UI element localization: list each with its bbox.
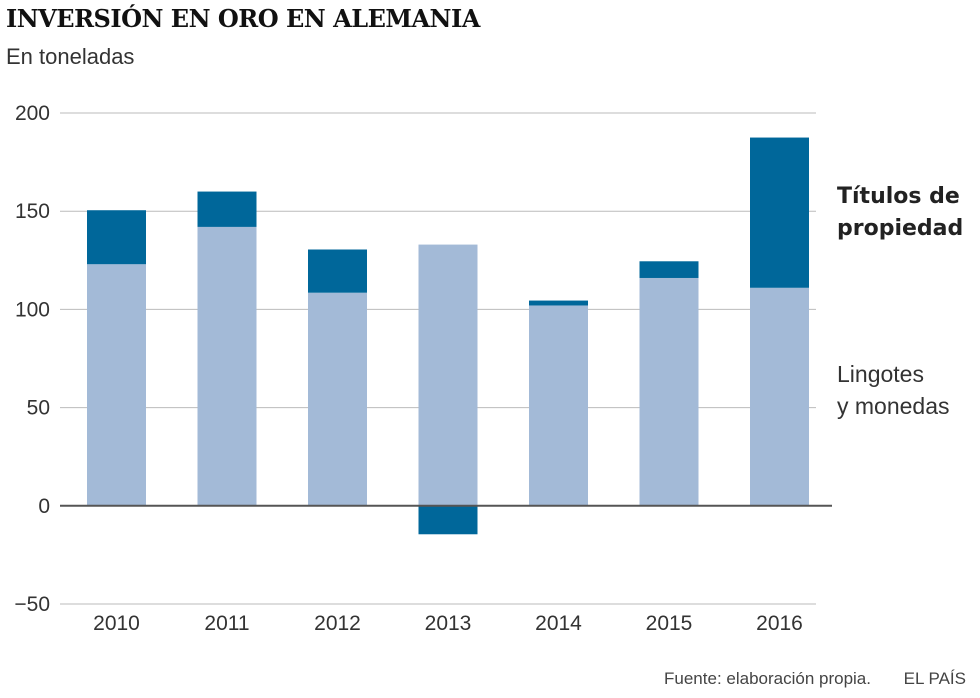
legend-lingotes-line2: y monedas bbox=[837, 393, 950, 419]
bar-lingotes-2014 bbox=[529, 305, 588, 506]
chart-title: INVERSIÓN EN ORO EN ALEMANIA bbox=[6, 4, 480, 33]
x-tick-label: 2015 bbox=[646, 612, 693, 635]
bar-titulos-2015 bbox=[639, 261, 699, 278]
legend-titulos-line1: Títulos de bbox=[837, 184, 960, 209]
y-tick-label: 150 bbox=[15, 200, 50, 223]
x-tick-label: 2014 bbox=[535, 612, 582, 635]
x-tick-label: 2011 bbox=[204, 612, 249, 635]
bar-lingotes-2013 bbox=[418, 244, 478, 506]
y-tick-labels: 200 150 100 50 0 −50 bbox=[14, 102, 50, 616]
bar-titulos-2014 bbox=[529, 300, 588, 306]
x-tick-label: 2010 bbox=[93, 612, 140, 635]
x-tick-label: 2013 bbox=[425, 612, 472, 635]
bar-lingotes-2012 bbox=[308, 292, 367, 506]
x-tick-label: 2016 bbox=[756, 612, 803, 635]
legend-titulos-line2: propiedad bbox=[837, 216, 963, 241]
bar-lingotes-2015 bbox=[639, 277, 699, 506]
y-tick-label: 100 bbox=[15, 298, 50, 321]
y-tick-label: 50 bbox=[27, 397, 50, 420]
bar-lingotes-2010 bbox=[87, 264, 146, 506]
x-tick-labels: 2010 2011 2012 2013 2014 2015 2016 bbox=[93, 612, 803, 635]
bar-titulos-2013 bbox=[418, 505, 478, 535]
bar-titulos-2016 bbox=[750, 137, 809, 288]
chart-subtitle: En toneladas bbox=[6, 44, 135, 69]
brand-label: EL PAÍS bbox=[904, 669, 966, 688]
bars bbox=[87, 137, 809, 535]
bar-titulos-2012 bbox=[308, 249, 367, 293]
y-tick-label: 200 bbox=[15, 102, 50, 125]
x-tick-label: 2012 bbox=[314, 612, 361, 635]
y-tick-label: −50 bbox=[14, 593, 50, 616]
legend-lingotes-line1: Lingotes bbox=[837, 361, 924, 387]
bar-lingotes-2016 bbox=[750, 287, 809, 506]
bar-lingotes-2011 bbox=[197, 226, 257, 506]
bar-titulos-2011 bbox=[197, 191, 257, 227]
source-note: Fuente: elaboración propia. bbox=[664, 669, 871, 688]
bar-titulos-2010 bbox=[87, 210, 146, 265]
y-tick-label: 0 bbox=[38, 495, 50, 518]
